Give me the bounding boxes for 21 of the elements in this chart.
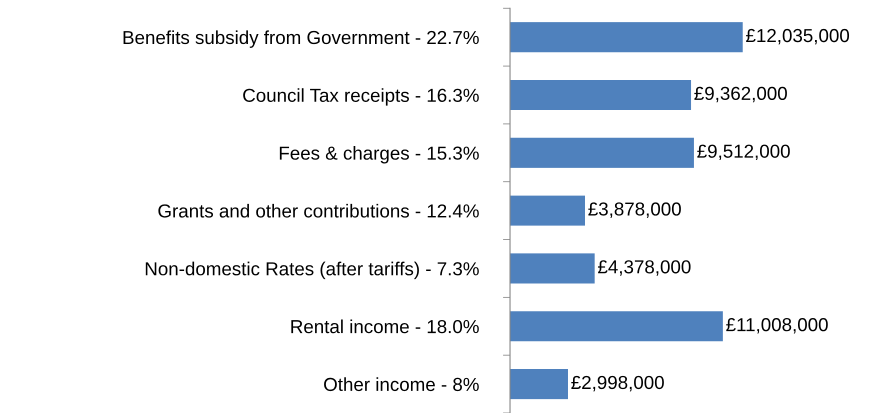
bar bbox=[510, 311, 723, 342]
data-label: £4,378,000 bbox=[598, 260, 691, 276]
y-tick-label: Benefits subsidy from Government - 22.7% bbox=[124, 30, 479, 48]
bar bbox=[510, 22, 743, 52]
y-tick-label: Other income - 8% bbox=[324, 377, 479, 392]
data-label: £3,878,000 bbox=[588, 202, 681, 218]
y-tick-label: Rental income - 18.0% bbox=[291, 319, 479, 334]
data-label: £12,035,000 bbox=[746, 28, 850, 44]
data-label: £11,008,000 bbox=[726, 318, 828, 334]
data-label: £9,362,000 bbox=[694, 86, 787, 102]
y-tick-label: Grants and other contributions - 12.4% bbox=[158, 204, 479, 218]
y-tick-label: Council Tax receipts - 16.3% bbox=[243, 88, 479, 106]
y-tick-label: Fees & charges - 15.3% bbox=[280, 146, 479, 164]
bar bbox=[510, 80, 692, 110]
data-label: £2,998,000 bbox=[571, 376, 664, 392]
bar bbox=[510, 369, 568, 400]
bar bbox=[510, 138, 694, 168]
bar bbox=[510, 196, 586, 226]
bar bbox=[510, 253, 595, 284]
data-label: £9,512,000 bbox=[697, 144, 790, 160]
y-tick-label: Non-domestic Rates (after tariffs) - 7.3% bbox=[146, 262, 479, 280]
